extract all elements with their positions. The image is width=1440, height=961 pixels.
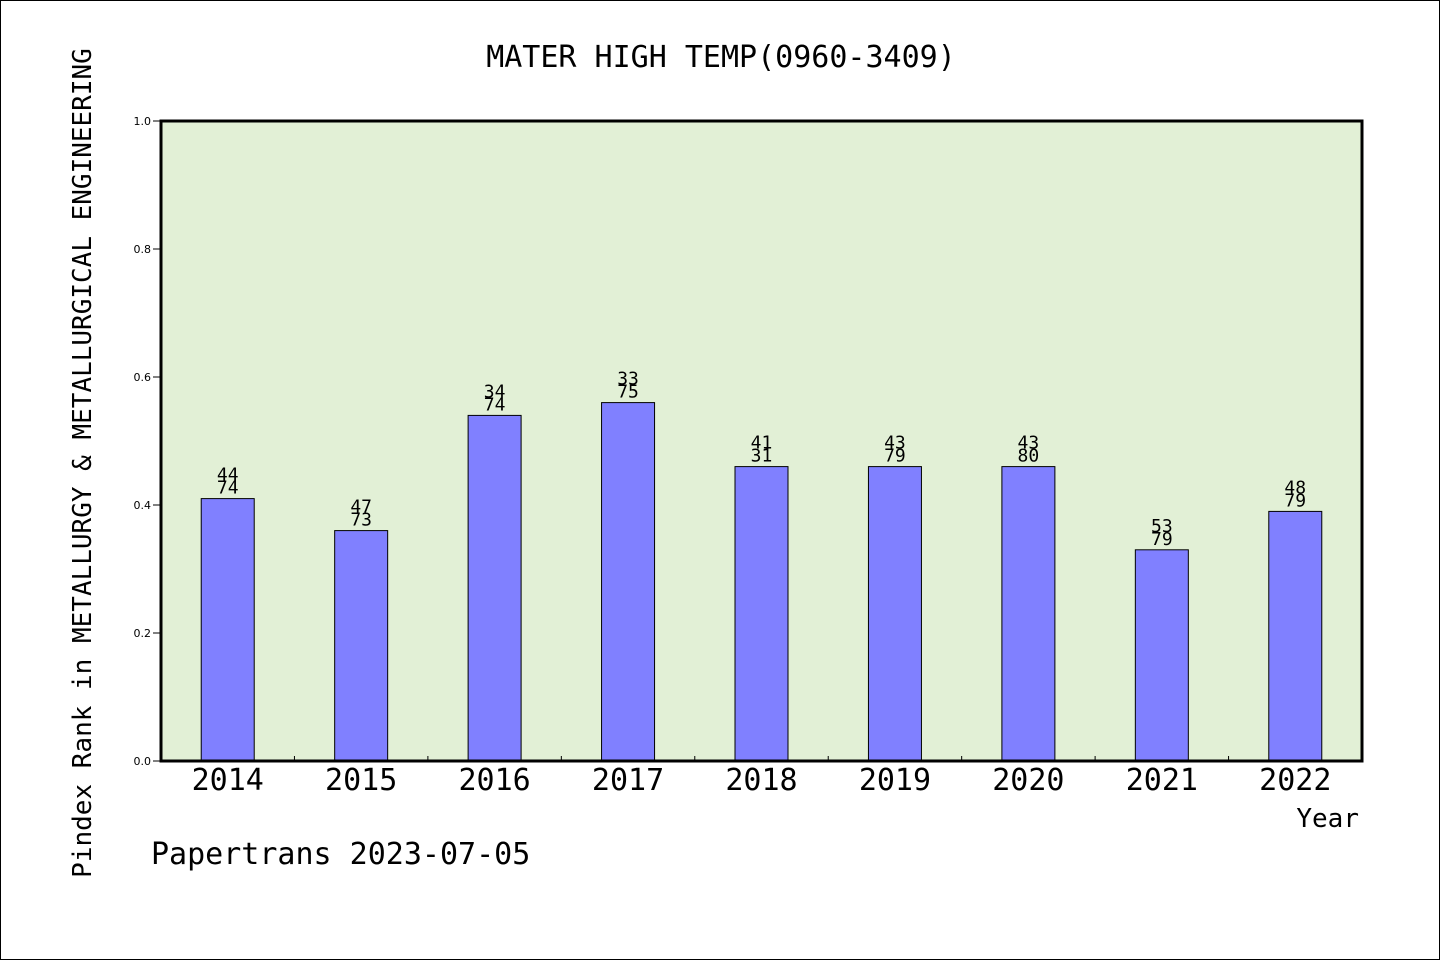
bar-2019 <box>867 466 922 762</box>
bar-2020 <box>1001 466 1056 762</box>
bar-label-bottom-2022: 79 <box>1284 490 1306 511</box>
x-tick-label-2020: 2020 <box>992 763 1064 798</box>
y-axis: 0.0 0.2 0.4 0.6 0.8 1.0 <box>134 115 161 768</box>
bar-2014 <box>200 498 255 762</box>
bar-2018 <box>734 466 789 762</box>
bar-label-top-2015: 47 <box>350 497 372 518</box>
bar-label-top-2016: 34 <box>484 381 506 402</box>
bar-2016 <box>467 414 522 762</box>
bar-label-top-2022: 48 <box>1284 477 1306 498</box>
x-tick-label-2015: 2015 <box>325 763 397 798</box>
bar-label-top-2014: 44 <box>217 465 239 486</box>
x-tick-label-2022: 2022 <box>1259 763 1331 798</box>
bar-label-bottom-2021: 79 <box>1151 529 1173 550</box>
bar-label-top-2017: 33 <box>617 369 639 390</box>
y-tick-label-0.2: 0.2 <box>134 627 152 640</box>
x-axis: 2014 2015 2016 2017 2018 2019 2020 2021 2022 <box>192 756 1331 798</box>
x-tick-label-2018: 2018 <box>725 763 797 798</box>
x-tick-label-2016: 2016 <box>458 763 530 798</box>
y-tick-label-1.0: 1.0 <box>134 115 152 128</box>
x-tick-label-2017: 2017 <box>592 763 664 798</box>
y-axis-label: Pindex Rank in METALLURGY & METALLURGICA… <box>68 48 98 878</box>
plot-border <box>159 119 1364 763</box>
bar-2017 <box>601 402 656 762</box>
bar-label-top-2021: 53 <box>1151 516 1173 537</box>
bar-label-bottom-2016: 74 <box>484 394 506 415</box>
y-tick-label-0.6: 0.6 <box>134 371 152 384</box>
bar-2021 <box>1134 549 1189 762</box>
bar-label-bottom-2017: 75 <box>617 382 639 403</box>
bar-label-bottom-2019: 79 <box>884 446 906 467</box>
bar-2015 <box>334 530 389 762</box>
y-tick-label-0.8: 0.8 <box>134 243 152 256</box>
bar-label-top-2018: 41 <box>751 433 773 454</box>
x-tick-label-2014: 2014 <box>192 763 264 798</box>
bar-label-bottom-2020: 80 <box>1018 446 1040 467</box>
bar-label-top-2020: 43 <box>1018 433 1040 454</box>
x-axis-label: Year <box>1296 804 1359 834</box>
bar-label-bottom-2018: 31 <box>751 446 773 467</box>
bar-label-top-2019: 43 <box>884 433 906 454</box>
x-tick-label-2019: 2019 <box>859 763 931 798</box>
bar-2022 <box>1268 510 1323 762</box>
bar-label-bottom-2014: 74 <box>217 478 239 499</box>
x-tick-label-2021: 2021 <box>1126 763 1198 798</box>
y-tick-label-0.0: 0.0 <box>134 755 152 768</box>
chart-title: MATER HIGH TEMP(0960-3409) <box>486 40 956 75</box>
y-tick-label-0.4: 0.4 <box>134 499 152 512</box>
bar-label-bottom-2015: 73 <box>350 510 372 531</box>
footer-text: Papertrans 2023-07-05 <box>151 837 530 872</box>
